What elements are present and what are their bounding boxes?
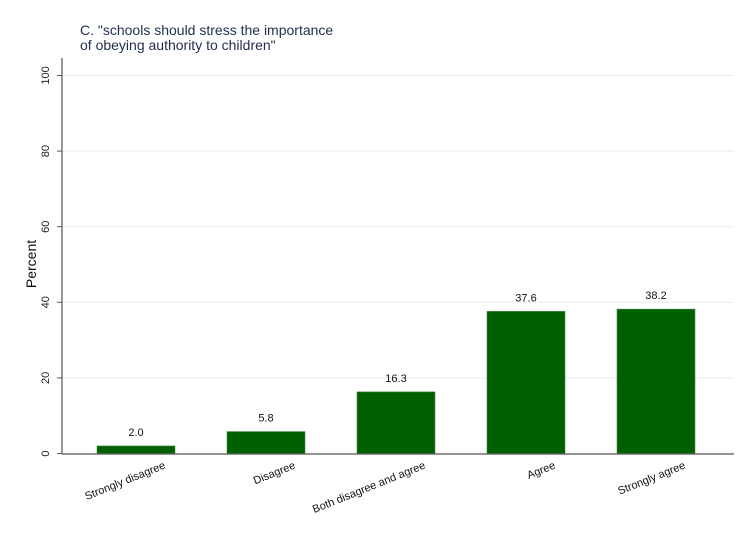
x-tick-label: Strongly disagree [83, 460, 167, 503]
x-tick-label: Both disagree and agree [311, 460, 427, 516]
bar [616, 308, 696, 454]
x-tick-label: Agree [525, 460, 557, 482]
data-label: 16.3 [385, 373, 406, 385]
data-label: 2.0 [128, 427, 143, 439]
y-tick-label: 100 [40, 66, 52, 84]
y-axis-label: Percent [23, 240, 39, 288]
x-tick-label: Disagree [252, 460, 297, 488]
data-label: 38.2 [645, 290, 666, 302]
bar [486, 311, 566, 454]
bar [356, 391, 436, 454]
y-tick-label: 60 [40, 221, 52, 233]
y-tick-label: 20 [40, 372, 52, 384]
y-tick-label: 80 [40, 145, 52, 157]
y-tick-label: 0 [40, 450, 52, 456]
bar [96, 445, 176, 454]
y-tick-label: 40 [40, 296, 52, 308]
bar [226, 431, 306, 454]
data-label: 5.8 [258, 413, 273, 425]
chart-title-line-2: of obeying authority to children" [80, 37, 276, 53]
chart-title-line-1: C. "schools should stress the importance [80, 22, 333, 38]
data-label: 37.6 [515, 292, 536, 304]
x-tick-label: Strongly agree [616, 460, 687, 498]
